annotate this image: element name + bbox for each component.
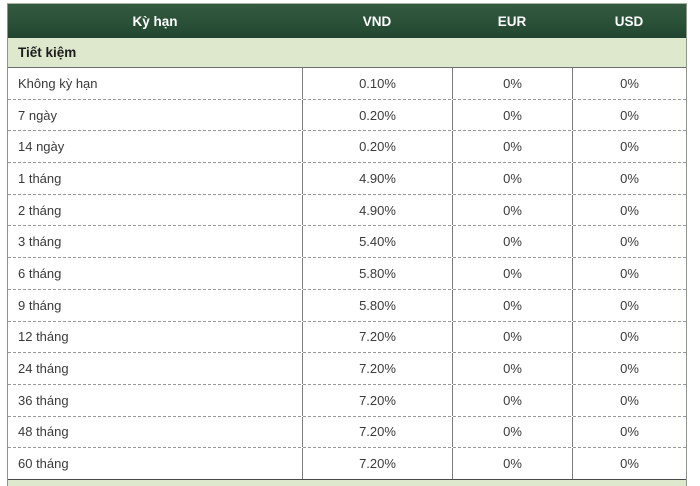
vnd-rate-cell: 0.20%	[302, 131, 452, 163]
table-header-row: Kỳ hạn VND EUR USD	[8, 4, 686, 38]
eur-rate-cell: 0%	[452, 258, 572, 289]
eur-rate-cell: 0%	[452, 416, 572, 448]
eur-rate-cell: 0%	[452, 289, 572, 321]
usd-rate-cell: 0%	[572, 258, 686, 289]
vnd-rate-cell: 0.20%	[302, 99, 452, 131]
term-cell: 7 ngày	[18, 107, 58, 123]
eur-rate-cell: 0%	[452, 226, 572, 258]
eur-rate-cell: 0%	[452, 321, 572, 353]
term-cell: 9 tháng	[18, 297, 62, 313]
section-row-savings: Tiết kiệm	[8, 38, 686, 68]
term-cell: 48 tháng	[18, 424, 69, 440]
usd-rate-cell: 0%	[572, 163, 686, 194]
eur-rate-cell: 0%	[452, 448, 572, 479]
term-cell: 24 tháng	[18, 361, 69, 377]
term-cell: 60 tháng	[18, 456, 69, 472]
vnd-rate-cell: 5.80%	[302, 289, 452, 321]
eur-rate-cell: 0%	[452, 163, 572, 194]
usd-rate-cell: 0%	[572, 448, 686, 479]
vnd-rate-cell: 0.10%	[302, 68, 452, 99]
vnd-rate-cell: 5.40%	[302, 226, 452, 258]
term-cell: 6 tháng	[18, 265, 62, 281]
eur-rate-cell: 0%	[452, 194, 572, 226]
table-row: 9 tháng 5.80% 0% 0%	[8, 289, 686, 322]
table-row: 24 tháng 7.20% 0% 0%	[8, 353, 686, 385]
table-row: 14 ngày 0.20% 0% 0%	[8, 131, 686, 164]
usd-rate-cell: 0%	[572, 226, 686, 258]
table-row: 2 tháng 4.90% 0% 0%	[8, 194, 686, 227]
vnd-rate-cell: 7.20%	[302, 353, 452, 384]
term-cell: Không kỳ hạn	[18, 75, 98, 91]
eur-rate-cell: 0%	[452, 131, 572, 163]
usd-rate-cell: 0%	[572, 384, 686, 416]
table-row: 48 tháng 7.20% 0% 0%	[8, 416, 686, 449]
table-row: 7 ngày 0.20% 0% 0%	[8, 99, 686, 132]
eur-rate-cell: 0%	[452, 384, 572, 416]
term-cell: 1 tháng	[18, 170, 62, 186]
interest-rate-table: Kỳ hạn VND EUR USD Tiết kiệm Không kỳ hạ…	[7, 3, 687, 486]
usd-rate-cell: 0%	[572, 353, 686, 384]
vnd-rate-cell: 4.90%	[302, 194, 452, 226]
vnd-rate-cell: 7.20%	[302, 384, 452, 416]
usd-rate-cell: 0%	[572, 321, 686, 353]
vnd-rate-cell: 7.20%	[302, 321, 452, 353]
table-row: 60 tháng 7.20% 0% 0%	[8, 448, 686, 480]
eur-rate-cell: 0%	[452, 353, 572, 384]
section-label: Tiết kiệm	[18, 45, 77, 60]
term-cell: 3 tháng	[18, 234, 62, 250]
usd-rate-cell: 0%	[572, 68, 686, 99]
column-header-term: Kỳ hạn	[132, 13, 178, 29]
term-cell: 36 tháng	[18, 392, 69, 408]
term-cell: 14 ngày	[18, 139, 65, 155]
usd-rate-cell: 0%	[572, 289, 686, 321]
table-row: Không kỳ hạn 0.10% 0% 0%	[8, 68, 686, 100]
usd-rate-cell: 0%	[572, 416, 686, 448]
table-row: 36 tháng 7.20% 0% 0%	[8, 384, 686, 417]
table-row: 6 tháng 5.80% 0% 0%	[8, 258, 686, 290]
column-header-usd: USD	[614, 13, 644, 29]
term-cell: 2 tháng	[18, 202, 62, 218]
eur-rate-cell: 0%	[452, 68, 572, 99]
usd-rate-cell: 0%	[572, 194, 686, 226]
table-row: 3 tháng 5.40% 0% 0%	[8, 226, 686, 259]
table-body: Không kỳ hạn 0.10% 0% 0% 7 ngày 0.20% 0%…	[8, 68, 686, 480]
eur-rate-cell: 0%	[452, 99, 572, 131]
vnd-rate-cell: 4.90%	[302, 163, 452, 194]
table-row: 1 tháng 4.90% 0% 0%	[8, 163, 686, 195]
term-cell: 12 tháng	[18, 329, 69, 345]
usd-rate-cell: 0%	[572, 99, 686, 131]
column-header-vnd: VND	[362, 13, 392, 29]
vnd-rate-cell: 7.20%	[302, 448, 452, 479]
table-row: 12 tháng 7.20% 0% 0%	[8, 321, 686, 354]
usd-rate-cell: 0%	[572, 131, 686, 163]
vnd-rate-cell: 5.80%	[302, 258, 452, 289]
column-header-eur: EUR	[497, 13, 527, 29]
vnd-rate-cell: 7.20%	[302, 416, 452, 448]
next-section-row-partial	[8, 479, 686, 486]
